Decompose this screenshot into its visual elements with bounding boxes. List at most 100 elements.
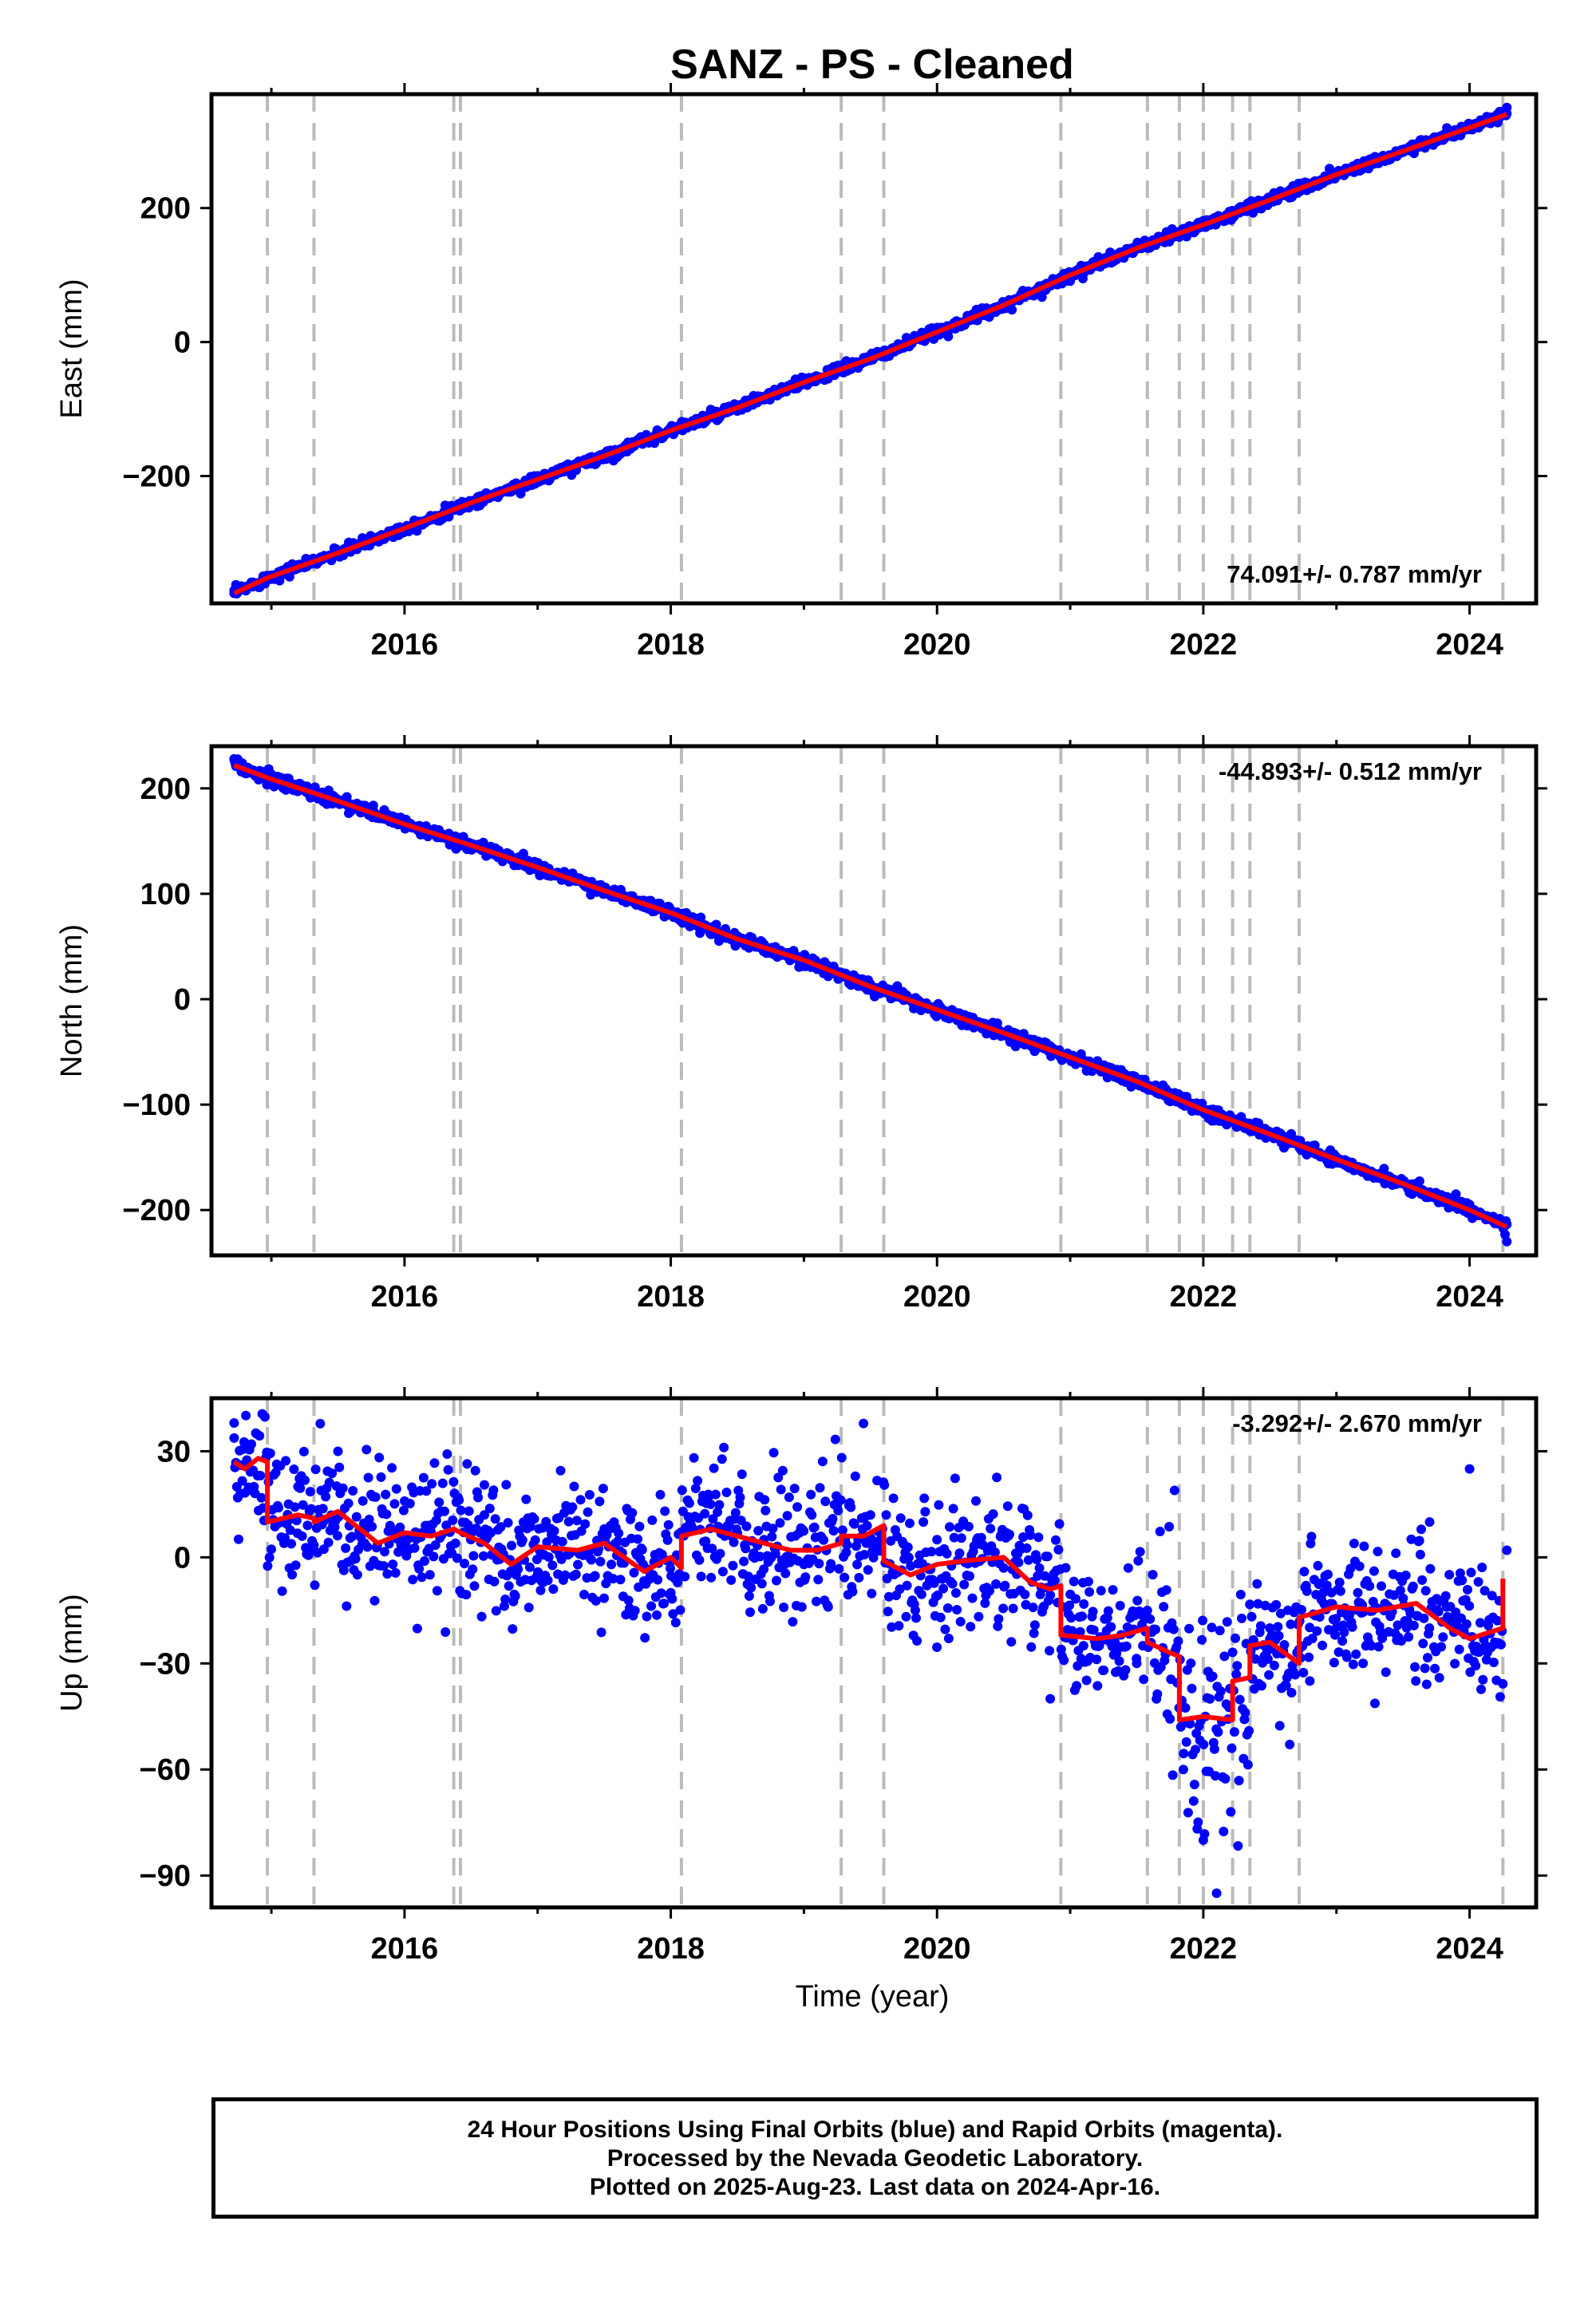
data-point	[777, 1465, 788, 1476]
data-point	[389, 1499, 400, 1509]
data-point	[809, 1522, 820, 1532]
data-point	[412, 1623, 422, 1634]
data-point	[255, 1471, 266, 1480]
data-point	[833, 1505, 843, 1516]
data-point	[381, 1509, 392, 1520]
data-point	[1310, 1140, 1320, 1151]
data-point	[503, 1518, 513, 1528]
y-tick-label: 0	[174, 1541, 191, 1575]
data-point	[1079, 1599, 1089, 1609]
data-point	[863, 1565, 873, 1575]
data-point	[1114, 1656, 1124, 1666]
data-point	[1473, 1577, 1483, 1587]
data-point	[746, 1583, 757, 1593]
data-point	[1465, 1667, 1476, 1678]
data-point	[1151, 1624, 1160, 1634]
data-point	[828, 1514, 838, 1524]
data-point	[1440, 1591, 1451, 1601]
data-point	[965, 1571, 974, 1581]
data-point	[934, 1500, 944, 1510]
data-point	[1436, 1642, 1446, 1652]
data-point	[1189, 1780, 1199, 1789]
data-point	[1049, 1575, 1060, 1586]
data-point	[1481, 1654, 1491, 1665]
x-tick-label: 2022	[1170, 628, 1238, 662]
data-point	[448, 1476, 459, 1487]
data-point	[1246, 1611, 1257, 1622]
data-point	[719, 1442, 729, 1452]
model-line	[232, 1456, 1506, 1723]
data-point	[765, 1596, 775, 1607]
data-point	[894, 1621, 904, 1631]
data-point	[1323, 1569, 1333, 1579]
data-point	[1269, 1660, 1279, 1670]
data-point	[867, 1588, 877, 1599]
data-point	[452, 1553, 462, 1563]
data-point	[387, 1463, 397, 1473]
data-point	[420, 1556, 429, 1566]
data-point	[1393, 1620, 1403, 1630]
data-point	[1307, 1634, 1317, 1644]
data-point	[673, 1578, 683, 1587]
x-tick-label: 2016	[371, 1280, 439, 1314]
data-point	[943, 331, 954, 342]
data-point	[1416, 1524, 1426, 1535]
data-point	[906, 1561, 916, 1571]
data-point	[595, 1556, 606, 1567]
data-point	[1286, 1619, 1296, 1630]
data-point	[573, 1559, 583, 1570]
data-point	[1084, 1587, 1095, 1597]
data-point	[726, 1575, 737, 1585]
data-point	[1411, 1676, 1421, 1686]
data-point	[1313, 1560, 1323, 1571]
data-point	[1495, 1692, 1505, 1702]
data-point	[760, 1505, 771, 1516]
data-point	[1337, 1636, 1348, 1646]
data-point	[1297, 1605, 1306, 1614]
data-point	[613, 1536, 623, 1547]
y-tick-label: 0	[174, 983, 191, 1017]
data-point	[1370, 1698, 1380, 1709]
data-point	[1304, 1652, 1314, 1662]
plot-frame	[209, 92, 1539, 606]
data-point	[663, 1520, 674, 1530]
data-point	[1351, 1649, 1361, 1659]
data-point	[1244, 1725, 1254, 1736]
plot-area	[229, 746, 1512, 1255]
data-point	[1279, 1640, 1290, 1650]
data-point	[1450, 1658, 1460, 1669]
data-point	[1183, 1808, 1193, 1818]
data-point	[834, 1563, 844, 1574]
data-point	[310, 1464, 321, 1475]
data-point	[770, 1548, 780, 1559]
data-point	[1339, 1627, 1349, 1638]
data-point	[739, 1556, 749, 1567]
data-point	[1103, 1606, 1113, 1616]
data-point	[450, 1538, 460, 1548]
data-point	[741, 1543, 751, 1554]
data-point	[491, 1606, 501, 1616]
data-point	[926, 1547, 937, 1557]
data-point	[507, 1540, 517, 1551]
data-point	[256, 1492, 267, 1503]
y-tick-label: 0	[174, 326, 191, 360]
data-point	[408, 1575, 418, 1585]
data-point	[1037, 292, 1047, 302]
panel-3: 2016 2018 2020 2022 2024 30 0 −30 −60 −90 Up (mm) -…	[55, 1387, 1547, 1966]
data-point	[508, 1624, 518, 1634]
data-point	[1092, 1681, 1103, 1691]
data-point	[646, 1601, 657, 1611]
data-point	[461, 1590, 472, 1600]
data-point	[950, 1473, 960, 1484]
data-point	[1191, 1745, 1200, 1755]
data-point	[395, 1522, 405, 1532]
data-point	[1474, 1647, 1484, 1657]
data-point	[789, 1484, 800, 1494]
data-point	[229, 753, 239, 764]
data-point	[1078, 1641, 1088, 1651]
data-point	[1492, 1615, 1503, 1626]
data-point	[666, 1563, 675, 1574]
data-point	[601, 1579, 611, 1589]
data-point	[1334, 1577, 1345, 1587]
